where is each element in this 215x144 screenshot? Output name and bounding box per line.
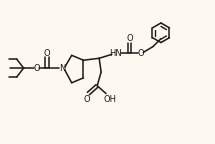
Text: O: O [83,95,90,104]
Text: O: O [34,64,40,73]
Text: OH: OH [103,95,117,104]
Text: N: N [59,64,65,73]
Text: HN: HN [109,49,122,58]
Text: O: O [126,34,133,43]
Text: O: O [44,49,51,58]
Text: O: O [137,49,144,58]
